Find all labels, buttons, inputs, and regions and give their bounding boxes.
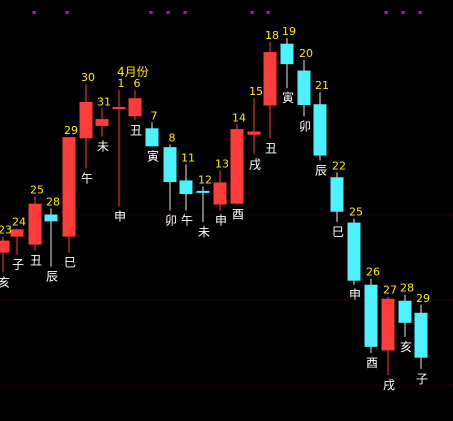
top-marker-5	[183, 11, 187, 14]
candle-number-label: 15	[249, 85, 263, 98]
candle-number-label: 14	[232, 111, 246, 124]
candle-body-13	[196, 190, 210, 193]
candle-branch-label: 丑	[30, 254, 42, 268]
top-marker-8	[384, 11, 388, 14]
candle-body-9	[128, 98, 142, 117]
candle-number-label: 26	[366, 266, 380, 279]
candle-body-8	[112, 107, 126, 110]
candle-body-5	[62, 137, 76, 237]
candle-body-18	[280, 43, 294, 65]
month-label: 4月份	[117, 65, 149, 79]
candle-number-label: 18	[265, 29, 279, 42]
candle-branch-label: 酉	[366, 356, 378, 370]
top-marker-1	[32, 11, 36, 14]
candle-body-19	[297, 70, 311, 106]
candle-body-10	[145, 128, 159, 147]
candle-body-6	[79, 101, 93, 139]
candle-branch-label: 未	[198, 225, 210, 239]
candle-number-label: 30	[81, 71, 95, 84]
candle-branch-label: 辰	[46, 270, 58, 284]
candle-body-16	[247, 131, 261, 135]
candle-number-label: 24	[12, 216, 26, 229]
candle-body-3	[28, 203, 42, 245]
candle-number-label: 28	[46, 196, 60, 209]
candle-body-15	[230, 129, 244, 204]
candle-body-1	[0, 240, 10, 253]
candle-number-label: 22	[332, 159, 346, 172]
top-marker-10	[418, 11, 422, 14]
candle-branch-label: 辰	[315, 163, 327, 177]
candle-body-12	[179, 180, 193, 195]
candle-body-23	[364, 284, 378, 347]
candle-branch-label: 申	[349, 288, 361, 302]
candle-number-label: 27	[383, 284, 397, 297]
candle-branch-label: 未	[97, 139, 109, 153]
top-marker-2	[65, 11, 69, 14]
candle-branch-label: 寅	[282, 90, 294, 105]
candle-body-26	[414, 312, 428, 358]
candle-branch-label: 丑	[265, 141, 277, 155]
candle-branch-label: 申	[215, 214, 227, 228]
candle-branch-label: 亥	[400, 340, 412, 354]
candle-number-label: 8	[169, 131, 176, 144]
candles	[0, 38, 428, 375]
candle-number-label: 20	[299, 47, 313, 60]
candle-branch-label: 酉	[232, 208, 244, 222]
candle-number-label: 31	[97, 95, 111, 108]
candle-branch-label: 丑	[130, 123, 142, 137]
top-marker-7	[266, 11, 270, 14]
candle-number-label: 28	[400, 282, 414, 295]
candle-body-25	[398, 300, 412, 323]
candle-branch-label: 子	[12, 258, 24, 272]
candle-branch-label: 卯	[299, 119, 311, 133]
candle-branch-label: 巳	[332, 225, 344, 239]
top-marker-9	[401, 11, 405, 14]
candle-body-24	[381, 298, 395, 351]
candle-body-4	[44, 214, 58, 222]
candle-body-22	[347, 222, 361, 281]
candle-number-label: 1	[118, 77, 125, 90]
candle-body-17	[263, 52, 277, 106]
candle-branch-label: 寅	[147, 148, 159, 163]
candle-branch-label: 午	[181, 214, 193, 228]
candle-number-label: 23	[0, 224, 12, 237]
top-marker-6	[250, 11, 254, 14]
labels: 23亥24子25丑28辰29巳30午31未1申6丑7寅8卯11午12未13申14…	[0, 25, 430, 392]
candle-body-2	[10, 229, 24, 237]
candle-body-20	[313, 104, 327, 156]
candle-body-7	[95, 119, 109, 126]
candle-number-label: 12	[198, 173, 212, 186]
top-markers	[32, 11, 422, 14]
candle-branch-label: 巳	[64, 256, 76, 270]
candle-body-11	[163, 147, 177, 183]
candle-branch-label: 申	[114, 210, 126, 224]
candle-branch-label: 戌	[249, 157, 261, 171]
candle-branch-label: 子	[416, 372, 428, 386]
candle-branch-label: 午	[81, 171, 93, 185]
candle-number-label: 19	[282, 25, 296, 38]
top-marker-4	[166, 11, 170, 14]
candle-branch-label: 亥	[0, 276, 10, 290]
candle-number-label: 7	[151, 109, 158, 122]
candle-body-14	[213, 182, 227, 205]
candle-number-label: 25	[30, 183, 44, 196]
top-marker-3	[149, 11, 153, 14]
candle-number-label: 11	[181, 151, 195, 164]
candle-branch-label: 戌	[383, 378, 395, 392]
candle-number-label: 25	[349, 206, 363, 219]
candle-number-label: 6	[134, 77, 141, 90]
candle-number-label: 21	[315, 79, 329, 92]
candle-number-label: 13	[215, 157, 229, 170]
candle-body-21	[330, 177, 344, 212]
candle-number-label: 29	[64, 124, 78, 137]
candle-branch-label: 卯	[165, 214, 177, 228]
candle-number-label: 29	[416, 292, 430, 305]
